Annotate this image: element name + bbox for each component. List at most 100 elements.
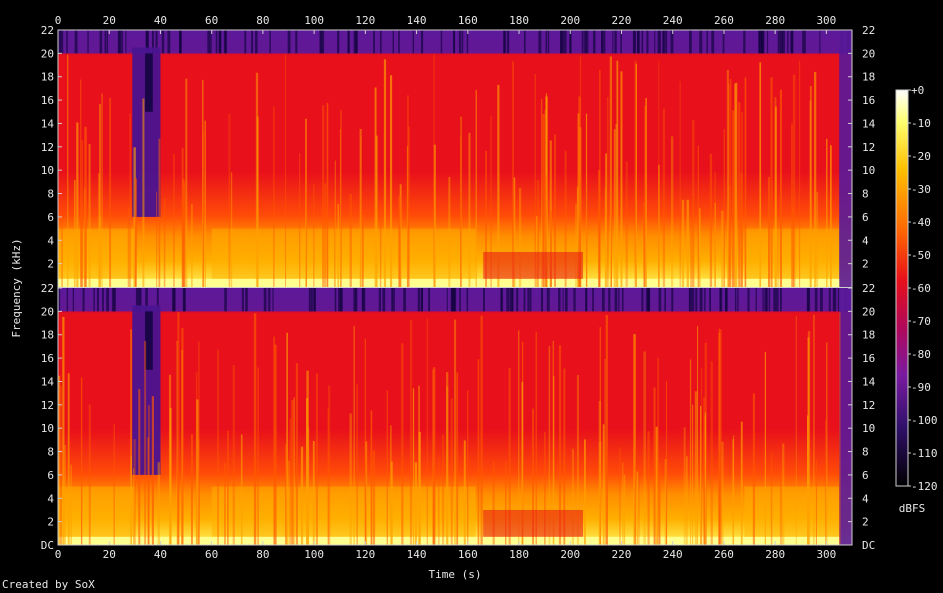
transient-streak — [372, 450, 376, 545]
transient-streak — [227, 430, 229, 545]
top-band-stripe — [506, 30, 510, 54]
y-tick-label-left: 18 — [41, 71, 54, 84]
y-tick-label-left: 8 — [47, 446, 54, 459]
colorbar-tick-label: +0 — [911, 84, 924, 97]
transient-streak — [196, 399, 199, 545]
top-band-stripe — [819, 288, 823, 312]
transient-streak — [256, 116, 259, 287]
top-band-stripe — [540, 288, 544, 312]
transient-streak — [535, 331, 537, 545]
transient-streak — [634, 335, 637, 545]
top-band-stripe — [503, 30, 506, 54]
y-tick-label-left: 14 — [41, 117, 55, 130]
top-band-stripe — [269, 30, 271, 54]
colorbar-tick-label: -110 — [911, 447, 938, 460]
transient-streak — [67, 54, 69, 288]
energy-region — [744, 486, 840, 545]
transient-streak — [686, 199, 689, 287]
transient-streak — [657, 357, 660, 545]
colorbar-tick-label: -120 — [911, 480, 938, 493]
transient-streak — [505, 461, 507, 545]
x-tick-label-top: 160 — [458, 14, 478, 27]
y-tick-label-right: 8 — [862, 188, 869, 201]
transient-streak — [714, 172, 716, 287]
transient-streak — [480, 315, 483, 545]
transient-streak — [133, 147, 136, 287]
energy-region — [211, 486, 476, 545]
x-tick-label-bottom: 220 — [612, 548, 632, 561]
transient-streak — [576, 374, 580, 545]
transient-streak — [638, 466, 640, 545]
x-tick-label-bottom: 280 — [765, 548, 785, 561]
y-tick-label-left: 4 — [47, 492, 54, 505]
transient-streak — [513, 177, 516, 287]
x-axis-label: Time (s) — [429, 568, 482, 581]
transient-streak — [360, 136, 362, 287]
top-band-stripe — [782, 30, 785, 54]
transient-streak — [613, 129, 616, 287]
transient-streak — [370, 410, 373, 545]
transient-streak — [182, 179, 185, 287]
transient-streak — [741, 111, 743, 287]
transient-streak — [558, 345, 562, 545]
top-band-stripe — [151, 30, 154, 54]
transient-streak — [181, 327, 184, 545]
transient-streak — [224, 462, 226, 545]
transient-streak — [58, 375, 61, 545]
transient-streak — [98, 173, 100, 287]
transient-streak — [790, 123, 793, 287]
transient-streak — [177, 471, 180, 545]
transient-streak — [653, 387, 656, 545]
top-band-stripe — [592, 288, 594, 312]
low-energy-dip — [483, 509, 584, 537]
transient-streak — [450, 398, 453, 545]
transient-streak — [704, 412, 707, 545]
spectrogram-channel-1 — [58, 30, 852, 288]
x-tick-label-top: 0 — [55, 14, 62, 27]
top-band-stripe — [161, 30, 165, 54]
transient-streak — [770, 453, 773, 545]
transient-streak — [324, 183, 327, 287]
transient-streak — [101, 93, 103, 287]
top-band-stripe — [391, 288, 393, 312]
x-tick-label-top: 240 — [663, 14, 683, 27]
transient-streak — [839, 312, 841, 545]
top-band-stripe — [659, 30, 661, 54]
transient-streak — [655, 426, 658, 545]
transient-streak — [433, 367, 436, 545]
transient-streak — [191, 204, 193, 287]
top-band-stripe — [500, 288, 502, 312]
transient-streak — [365, 441, 368, 545]
top-band-stripe — [654, 30, 656, 54]
top-band-stripe — [807, 288, 811, 312]
y-tick-label-left: 20 — [41, 47, 54, 60]
transient-streak — [168, 374, 172, 545]
top-band-stripe — [592, 30, 596, 54]
transient-streak — [99, 103, 101, 287]
transient-streak — [604, 358, 606, 545]
transient-streak — [578, 96, 581, 288]
top-band-stripe — [755, 288, 757, 312]
top-band-stripe — [645, 288, 649, 312]
transient-streak — [240, 434, 243, 545]
transient-streak — [190, 434, 193, 545]
transient-streak — [521, 381, 524, 545]
top-band-stripe — [671, 288, 674, 312]
top-band-stripe — [506, 288, 508, 312]
transient-streak — [300, 446, 304, 545]
top-band-stripe — [378, 288, 381, 312]
transient-streak — [709, 153, 713, 287]
transient-streak — [615, 124, 618, 288]
top-band-stripe — [87, 30, 89, 54]
y-tick-label-right: 10 — [862, 422, 875, 435]
transient-streak — [407, 126, 410, 287]
transient-streak — [636, 471, 639, 545]
top-band-stripe — [417, 288, 421, 312]
top-band-stripe — [338, 288, 341, 312]
transient-streak — [138, 389, 141, 545]
credit-text: Created by SoX — [2, 578, 95, 591]
transient-streak — [824, 420, 827, 545]
transient-streak — [606, 96, 609, 288]
transient-streak — [257, 367, 259, 545]
top-band-stripe — [182, 288, 186, 312]
